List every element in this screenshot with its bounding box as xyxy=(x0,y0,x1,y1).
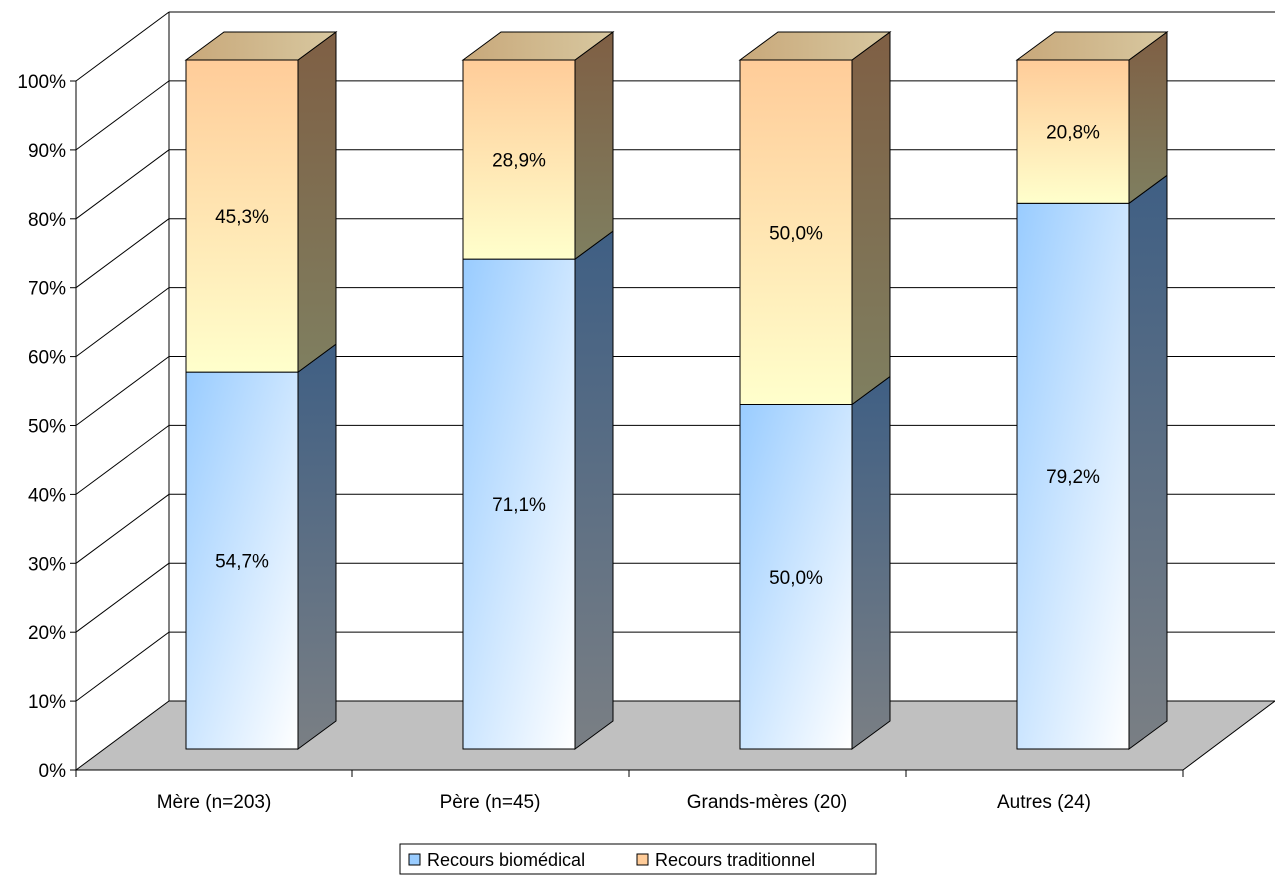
bar-side xyxy=(574,230,614,750)
data-labels: 54,7% 45,3% 71,1% 28,9% 50,0% 50,0% 79,2% 20,8% xyxy=(215,123,1100,589)
bar-top xyxy=(184,31,338,61)
y-tick-label: 40% xyxy=(28,485,66,506)
bar-segment xyxy=(739,404,853,750)
bars xyxy=(184,31,1169,750)
legend: Recours biomédical Recours traditionnel xyxy=(399,843,877,875)
y-tick-label: 10% xyxy=(28,692,66,713)
bar-side xyxy=(851,375,891,750)
data-label: 20,8% xyxy=(1046,123,1100,144)
gridline-diagonal xyxy=(75,356,170,426)
bar-side xyxy=(297,343,337,750)
data-label: 28,9% xyxy=(492,151,546,172)
gridline-diagonal xyxy=(75,631,170,702)
axes: 0% 10% 20% 30% 40% 50% 60% 70% 80% 90% 100% Mère (n… xyxy=(17,12,1184,813)
bar-side xyxy=(297,31,337,374)
bar-segment xyxy=(1016,202,1130,750)
bar-segment xyxy=(462,59,576,260)
data-label: 45,3% xyxy=(215,207,269,228)
y-tick-label: 30% xyxy=(28,554,66,575)
bar-segment xyxy=(1016,59,1130,204)
x-tick-label: Grands-mères (20) xyxy=(687,792,848,813)
gridline-diagonal xyxy=(75,218,170,289)
y-tick-label: 70% xyxy=(28,279,66,300)
gridline-diagonal xyxy=(75,562,170,633)
x-tick-label: Autres (24) xyxy=(997,792,1091,813)
x-tick-label: Mère (n=203) xyxy=(157,792,272,813)
gridline-diagonal xyxy=(75,493,170,564)
gridline-diagonal xyxy=(75,80,170,151)
y-tick-label: 100% xyxy=(17,72,66,93)
gridline-diagonal xyxy=(75,424,170,495)
data-label: 50,0% xyxy=(769,568,823,589)
bar-side xyxy=(851,31,891,406)
bar-side xyxy=(574,31,614,261)
bar-side xyxy=(1128,31,1168,205)
gridline-diagonal xyxy=(75,149,170,220)
bar-top xyxy=(1015,31,1169,61)
bar-top xyxy=(738,31,892,61)
gridline-diagonal xyxy=(75,11,170,82)
bar-side xyxy=(1128,174,1168,750)
data-label: 79,2% xyxy=(1046,467,1100,488)
legend-swatch xyxy=(408,853,421,866)
bar-segment xyxy=(739,59,853,405)
bar-segment xyxy=(462,258,576,750)
y-tick-label: 0% xyxy=(39,761,67,782)
y-tick-label: 60% xyxy=(28,348,66,369)
data-label: 54,7% xyxy=(215,552,269,573)
legend-swatch xyxy=(636,853,649,866)
y-tick-label: 50% xyxy=(28,417,66,438)
data-label: 50,0% xyxy=(769,223,823,244)
legend-label: Recours biomédical xyxy=(427,850,585,870)
y-tick-label: 80% xyxy=(28,210,66,231)
y-tick-label: 20% xyxy=(28,623,66,644)
x-tick-label: Père (n=45) xyxy=(440,792,541,813)
y-tick-label: 90% xyxy=(28,141,66,162)
gridline-diagonal xyxy=(75,287,170,358)
bar-top xyxy=(461,31,615,61)
data-label: 71,1% xyxy=(492,495,546,516)
legend-label: Recours traditionnel xyxy=(655,850,815,870)
